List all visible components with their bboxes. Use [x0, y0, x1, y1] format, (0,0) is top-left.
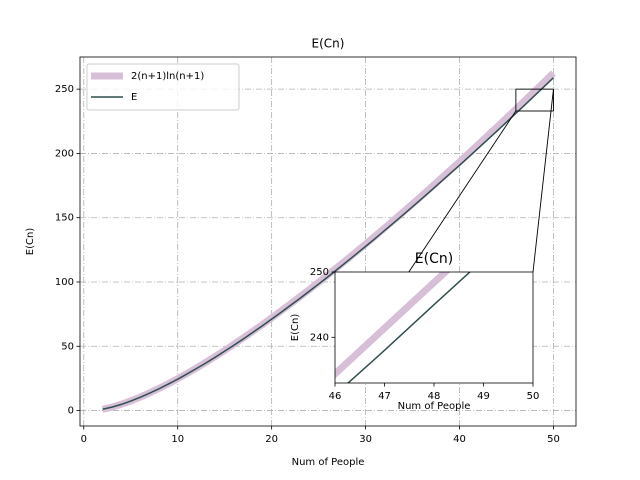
x-tick-label: 30: [359, 434, 372, 445]
plot-background: [335, 272, 533, 383]
y-tick-label: 150: [55, 213, 74, 224]
y-tick-label: 250: [55, 84, 74, 95]
x-tick-label: 50: [547, 434, 560, 445]
legend-label: E: [131, 92, 137, 103]
axes-frame: [334, 271, 534, 384]
x-tick-label: 10: [171, 434, 184, 445]
x-tick-label: 49: [477, 391, 490, 402]
x-tick-label: 40: [453, 434, 466, 445]
chart-title: E(Cn): [415, 251, 453, 267]
chart-title: E(Cn): [312, 37, 345, 51]
x-axis-label: Num of People: [398, 401, 471, 412]
y-tick-label: 250: [310, 267, 329, 278]
zoom-connector: [532, 89, 554, 273]
x-tick-label: 20: [265, 434, 278, 445]
x-tick-label: 47: [378, 391, 391, 402]
legend-frame: [86, 63, 240, 111]
zoom-box: [515, 88, 554, 112]
x-tick-label: 50: [527, 391, 540, 402]
y-tick-label: 100: [55, 277, 74, 288]
y-tick-label: 240: [310, 332, 329, 343]
y-tick-label: 50: [61, 341, 74, 352]
y-axis-label: E(Cn): [290, 314, 301, 342]
y-tick-label: 0: [68, 406, 74, 417]
y-axis-label: E(Cn): [25, 228, 36, 256]
legend-label: 2(n+1)ln(n+1): [131, 71, 204, 82]
legend: 2(n+1)ln(n+1) E: [86, 63, 240, 111]
x-axis-label: Num of People: [292, 457, 365, 468]
line-series: [102, 77, 554, 411]
x-tick-label: 0: [81, 434, 87, 445]
x-tick-label: 46: [329, 391, 342, 402]
y-tick-label: 200: [55, 148, 74, 159]
x-tick-label: 48: [428, 391, 441, 402]
plot-area: [101, 70, 556, 413]
axes-frame: [79, 56, 577, 427]
